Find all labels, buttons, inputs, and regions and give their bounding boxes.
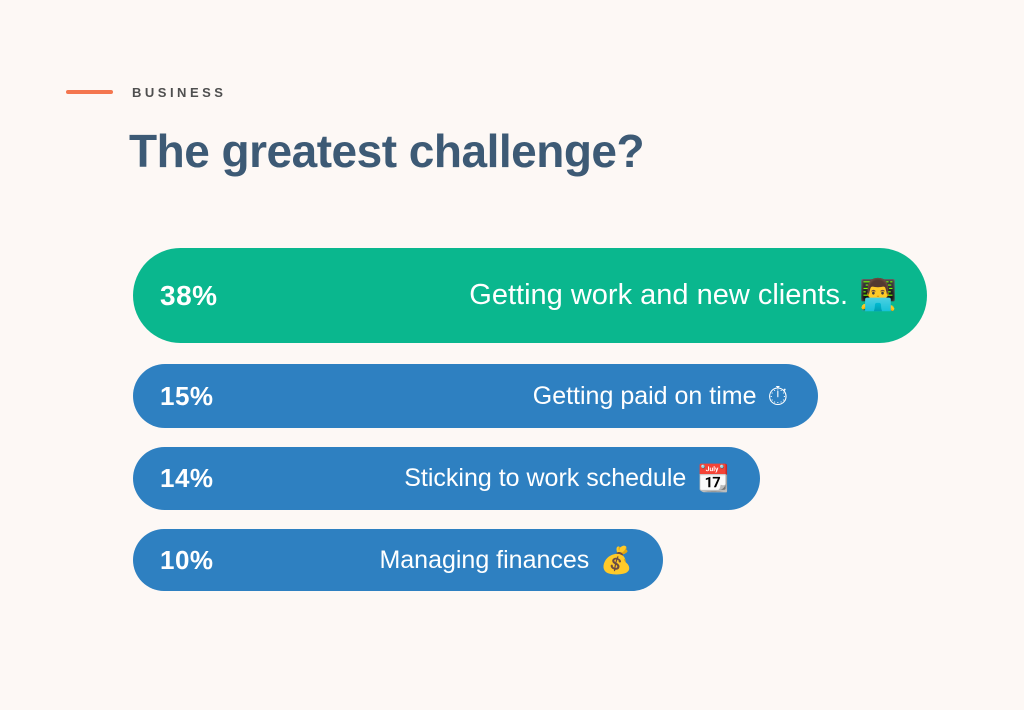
bar-getting-paid-on-time: 15% Getting paid on time ⏱ xyxy=(133,364,818,428)
man-technologist-emoji: 👨‍💻 xyxy=(859,278,897,313)
stopwatch-emoji: ⏱ xyxy=(767,380,788,411)
money-bag-emoji: 💰 xyxy=(600,544,633,575)
percent-value: 10% xyxy=(160,544,214,575)
bar-getting-work-and-new-clients: 38% Getting work and new clients. 👨‍💻 xyxy=(133,248,927,343)
tear-off-calendar-emoji: 📆 xyxy=(697,463,730,494)
bar-managing-finances: 10% Managing finances 💰 xyxy=(133,529,663,591)
accent-dash xyxy=(66,90,113,94)
bar-sticking-to-work-schedule: 14% Sticking to work schedule 📆 xyxy=(133,447,760,510)
bar-label-group: Getting paid on time ⏱ xyxy=(533,382,788,411)
percent-value: 38% xyxy=(160,279,218,311)
bar-label: Getting paid on time xyxy=(532,381,757,410)
page-title: The greatest challenge? xyxy=(129,125,645,177)
bar-label-group: Getting work and new clients. 👨‍💻 xyxy=(469,279,897,312)
bar-label: Getting work and new clients. xyxy=(469,279,849,311)
bar-label: Managing finances xyxy=(379,545,590,574)
eyebrow-category-label: BUSINESS xyxy=(132,85,227,100)
bar-label: Sticking to work schedule xyxy=(404,464,687,492)
bar-label-group: Managing finances 💰 xyxy=(379,546,633,575)
percent-value: 15% xyxy=(160,380,214,411)
percent-value: 14% xyxy=(160,463,214,493)
bar-label-group: Sticking to work schedule 📆 xyxy=(404,464,730,493)
